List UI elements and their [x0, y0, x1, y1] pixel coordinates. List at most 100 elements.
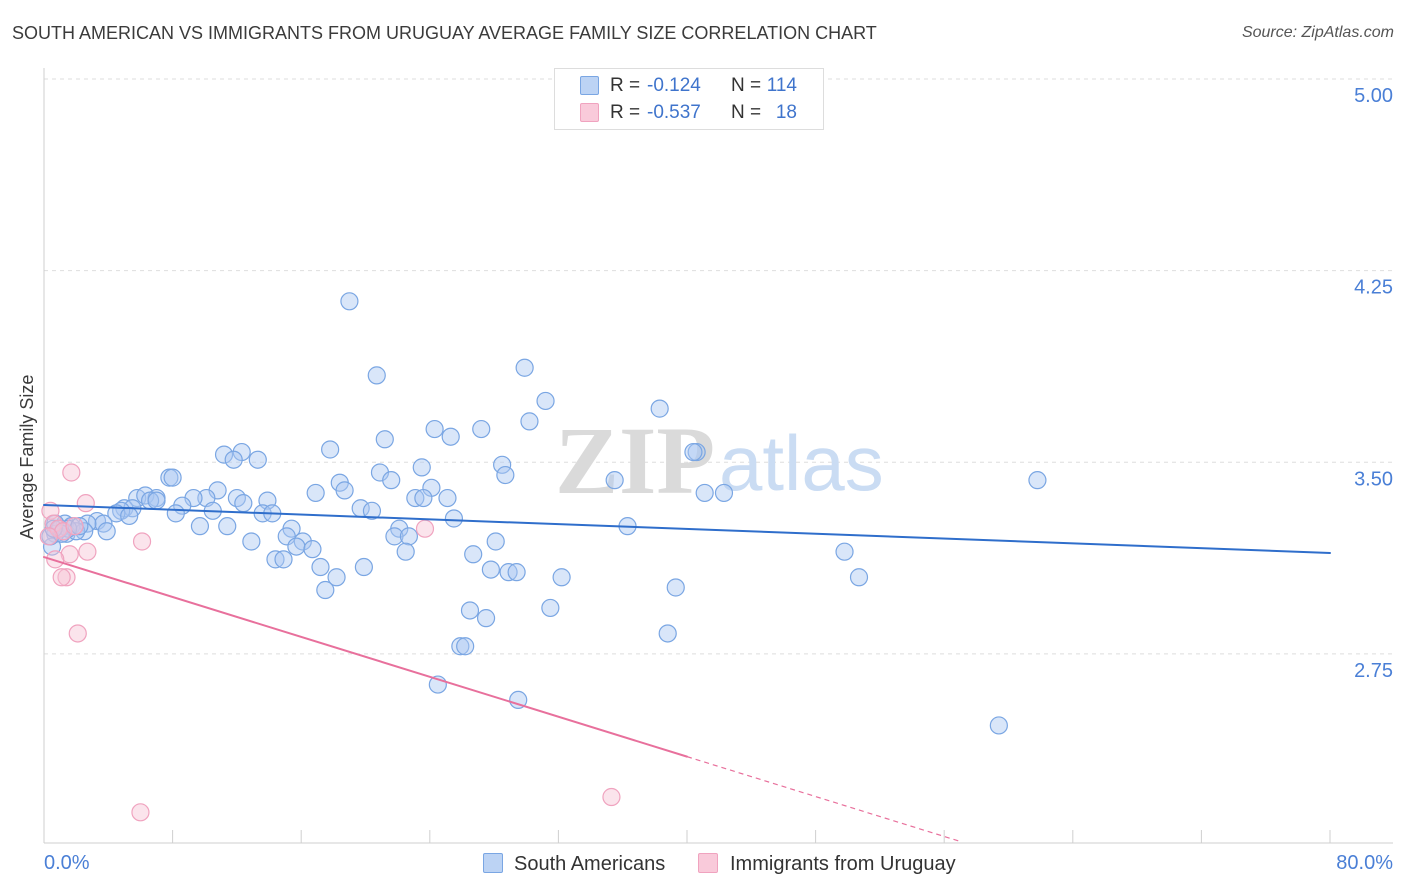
south-american-point [684, 442, 703, 462]
south-american-point [120, 506, 139, 526]
south-american-point [451, 637, 470, 656]
south-american-point [835, 542, 854, 561]
south-american-point [520, 412, 539, 431]
y-tick-label: 5.00 [1354, 85, 1393, 107]
legend-swatch-blue [580, 76, 599, 95]
south-american-point [441, 427, 460, 446]
south-american-point [327, 568, 346, 587]
south-american-point [214, 445, 234, 464]
legend-swatch-uruguay-immigrants [698, 853, 718, 873]
south-american-point [385, 527, 404, 546]
n-label: N = [731, 75, 762, 96]
uruguay-immigrant-point [602, 787, 621, 807]
south-american-point [274, 550, 293, 569]
legend-swatch-south-americans [483, 853, 503, 873]
south-american-point [248, 450, 267, 469]
uruguay-immigrant-point [132, 532, 152, 551]
south-american-point [224, 450, 243, 469]
uruguay-immigrant-point [54, 522, 73, 541]
south-american-point [287, 537, 306, 556]
south-american-point [509, 690, 528, 710]
south-american-point [382, 471, 401, 490]
south-american-point [849, 568, 869, 587]
uruguay-immigrant-point [46, 550, 65, 569]
uruguay-immigrant-point [76, 494, 95, 513]
south-american-point [714, 483, 734, 503]
south-american-point [425, 419, 444, 439]
n-label: N = [731, 102, 762, 123]
uruguay-immigrant-point [62, 463, 81, 482]
south-american-point [989, 716, 1008, 735]
south-american-point [163, 468, 182, 487]
south-american-point [515, 358, 534, 377]
axes [43, 68, 1393, 844]
south-american-point [472, 419, 491, 439]
uruguay-immigrant-point [60, 545, 79, 564]
uruguay-immigrants-trend-line-extrapolated [686, 756, 961, 843]
uruguay-immigrant-point [52, 568, 71, 587]
uruguay-immigrant-point [68, 624, 87, 643]
y-tick-label: 2.75 [1354, 660, 1393, 682]
south-american-point [306, 483, 325, 503]
trend-lines [43, 503, 1331, 843]
south-american-point [70, 517, 89, 536]
south-american-point [147, 491, 166, 510]
south-american-point [605, 471, 624, 490]
south-american-point [321, 440, 340, 459]
south-american-point [367, 366, 386, 385]
south-american-point [486, 532, 505, 551]
n-value: 18 [775, 102, 797, 123]
south-american-point [311, 557, 330, 577]
uruguay-immigrants-points [39, 463, 621, 822]
south-american-point [136, 486, 155, 505]
south-american-point [362, 501, 382, 520]
south-american-point [190, 517, 210, 536]
uruguay-immigrant-point [131, 803, 150, 822]
chart-title: SOUTH AMERICAN VS IMMIGRANTS FROM URUGUA… [12, 23, 877, 43]
south-american-point [234, 494, 253, 513]
legend-swatch-pink [580, 103, 599, 122]
y-axis-label: Average Family Size [17, 375, 37, 540]
south-american-point [316, 580, 335, 600]
south-american-point [541, 598, 560, 618]
south-american-point [507, 563, 526, 582]
south-american-point [166, 504, 185, 523]
r-value: -0.124 [647, 75, 701, 96]
south-american-point [218, 517, 237, 536]
south-american-point [375, 430, 394, 449]
watermark-zip-text: ZIP [555, 407, 715, 514]
south-american-point [464, 545, 483, 564]
south-american-point [396, 542, 415, 561]
south-american-point [476, 609, 496, 628]
south-american-point [303, 540, 322, 559]
grid-layer: 5.00 4.25 3.50 2.75 [44, 78, 1393, 682]
south-american-point [444, 509, 464, 528]
r-label: R = [610, 75, 641, 96]
r-value: -0.537 [647, 102, 701, 123]
legend-row-south-americans: R = -0.124 N = 114 [555, 72, 823, 99]
south-american-point [493, 455, 512, 474]
south-american-point [650, 399, 669, 418]
south-american-point [414, 488, 433, 508]
south-american-point [496, 465, 515, 485]
south-american-point [695, 483, 714, 503]
south-american-point [658, 624, 677, 643]
x-tick-label-max: 80.0% [1336, 852, 1393, 874]
legend-row-uruguay-immigrants: R = -0.537 N = 18 [555, 99, 823, 126]
south-american-point [460, 601, 480, 620]
y-tick-label: 4.25 [1354, 277, 1393, 299]
south-american-point [456, 637, 475, 656]
uruguay-immigrant-point [39, 527, 58, 546]
south-american-point [536, 391, 555, 411]
n-value: 114 [766, 75, 797, 96]
south-american-point [242, 532, 261, 551]
source-credit: Source: ZipAtlas.com [1241, 24, 1394, 41]
south-american-point [1028, 471, 1047, 490]
south-american-point [399, 527, 419, 546]
legend-label-south-americans: South Americans [514, 853, 666, 875]
uruguay-immigrants-trend-line [43, 556, 688, 758]
uruguay-immigrant-point [78, 542, 97, 561]
south-american-point [412, 458, 431, 477]
south-american-point [552, 568, 571, 587]
